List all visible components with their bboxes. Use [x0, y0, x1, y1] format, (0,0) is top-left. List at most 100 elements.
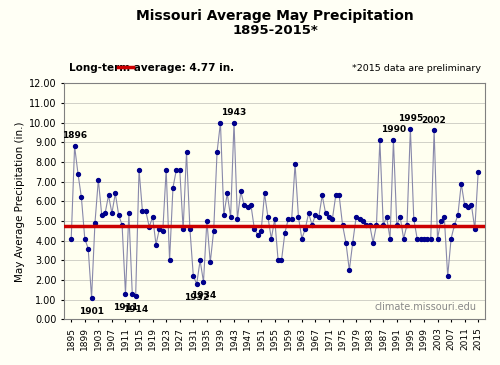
Point: [260, 191, 268, 196]
Point: [220, 212, 228, 218]
Point: [230, 120, 238, 126]
Point: [74, 171, 82, 177]
Point: [270, 216, 278, 222]
Point: [440, 214, 448, 220]
Point: [104, 192, 112, 198]
Point: [132, 293, 140, 299]
Point: [88, 295, 96, 301]
Text: 1934: 1934: [191, 291, 216, 300]
Point: [91, 220, 99, 226]
Point: [298, 236, 306, 242]
Point: [318, 192, 326, 198]
Point: [213, 149, 221, 155]
Point: [244, 204, 252, 210]
Point: [390, 137, 398, 143]
Point: [98, 212, 106, 218]
Point: [135, 167, 143, 173]
Point: [291, 161, 299, 167]
Text: 1990: 1990: [381, 126, 406, 134]
Point: [454, 212, 462, 218]
Point: [281, 230, 289, 236]
Point: [356, 216, 364, 222]
Point: [400, 236, 407, 242]
Point: [81, 236, 89, 242]
Point: [325, 214, 333, 220]
Point: [216, 120, 224, 126]
Text: 1943: 1943: [222, 108, 246, 117]
Text: climate.missouri.edu: climate.missouri.edu: [374, 302, 476, 312]
Point: [338, 222, 346, 228]
Point: [322, 210, 330, 216]
Point: [247, 202, 255, 208]
Point: [250, 226, 258, 232]
Point: [223, 191, 231, 196]
Point: [152, 242, 160, 247]
Point: [128, 291, 136, 297]
Point: [396, 214, 404, 220]
Text: Long-term average: 4.77 in.: Long-term average: 4.77 in.: [68, 63, 234, 73]
Point: [474, 169, 482, 175]
Point: [447, 236, 455, 242]
Point: [264, 214, 272, 220]
Point: [460, 202, 468, 208]
Point: [301, 226, 309, 232]
Point: [162, 167, 170, 173]
Point: [359, 218, 367, 224]
Point: [200, 279, 207, 285]
Point: [257, 228, 265, 234]
Point: [424, 236, 432, 242]
Point: [369, 240, 377, 246]
Point: [210, 228, 218, 234]
Point: [114, 212, 122, 218]
Point: [156, 226, 164, 232]
Point: [335, 192, 343, 198]
Point: [420, 236, 428, 242]
Point: [226, 214, 234, 220]
Point: [118, 222, 126, 228]
Point: [312, 212, 320, 218]
Text: 1995: 1995: [398, 114, 423, 123]
Point: [142, 208, 150, 214]
Point: [70, 143, 78, 149]
Point: [403, 222, 411, 228]
Point: [206, 260, 214, 265]
Point: [237, 189, 245, 195]
Point: [426, 236, 434, 242]
Text: 1895-2015*: 1895-2015*: [232, 24, 318, 37]
Point: [190, 273, 198, 279]
Point: [362, 222, 370, 228]
Y-axis label: May Average Precipitation (in.): May Average Precipitation (in.): [15, 121, 25, 281]
Point: [376, 137, 384, 143]
Point: [145, 224, 153, 230]
Point: [196, 257, 204, 263]
Point: [169, 185, 177, 191]
Point: [274, 257, 282, 263]
Point: [416, 236, 424, 242]
Point: [406, 126, 414, 131]
Point: [240, 202, 248, 208]
Point: [254, 232, 262, 238]
Point: [172, 167, 180, 173]
Point: [176, 167, 184, 173]
Text: Missouri Average May Precipitation: Missouri Average May Precipitation: [136, 9, 414, 23]
Point: [430, 128, 438, 134]
Text: 1914: 1914: [123, 305, 148, 314]
Point: [166, 257, 173, 263]
Point: [94, 177, 102, 182]
Point: [192, 281, 200, 287]
Point: [138, 208, 146, 214]
Point: [112, 191, 120, 196]
Point: [437, 218, 445, 224]
Point: [268, 236, 276, 242]
Point: [278, 257, 285, 263]
Text: 1901: 1901: [79, 307, 104, 316]
Point: [125, 210, 133, 216]
Point: [393, 222, 401, 228]
Point: [294, 214, 302, 220]
Text: 2002: 2002: [422, 116, 446, 124]
Text: *2015 data are preliminary: *2015 data are preliminary: [352, 64, 481, 73]
Point: [101, 210, 109, 216]
Point: [148, 214, 156, 220]
Point: [234, 216, 241, 222]
Point: [450, 222, 458, 228]
